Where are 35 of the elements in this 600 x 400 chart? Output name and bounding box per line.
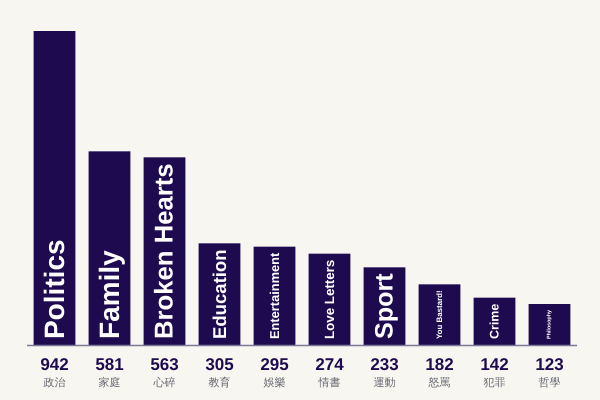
data-label: 563: [150, 355, 179, 374]
data-label: 942: [40, 355, 69, 374]
text: 教育: [208, 376, 230, 389]
text: 家庭: [98, 376, 120, 389]
data-label: 274: [315, 355, 344, 374]
x-tick-label: Sport: [370, 272, 398, 339]
bar: [88, 151, 130, 345]
data-label: 581: [95, 355, 124, 374]
bar: [34, 31, 76, 345]
text: 娛樂: [264, 376, 286, 389]
text: 心碎: [152, 376, 176, 389]
x-tick-label: Politics: [39, 239, 70, 339]
x-tick-label: Crime: [488, 304, 502, 339]
data-label: 305: [205, 355, 234, 374]
text: 怒罵: [428, 376, 450, 389]
x-tick-label: Entertainment: [267, 252, 282, 339]
text: 哲學: [538, 376, 560, 389]
data-label: 142: [480, 355, 509, 374]
text: 犯罪: [484, 376, 506, 389]
data-label: 182: [425, 355, 454, 374]
bar: [474, 298, 516, 345]
text: 政治: [44, 376, 66, 389]
bar: [254, 246, 296, 345]
bar: [418, 284, 460, 345]
text: 運動: [374, 376, 396, 389]
text: 情書: [318, 376, 340, 389]
data-label: 233: [370, 355, 399, 374]
x-tick-label: Love Letters: [322, 260, 337, 339]
data-label: 123: [535, 355, 564, 374]
data-label: 295: [260, 355, 289, 374]
bar: [308, 254, 350, 345]
bar: [528, 304, 570, 345]
x-tick-label: Broken Hearts: [150, 163, 178, 339]
x-tick-label: Family: [94, 250, 125, 339]
x-tick-label: Education: [209, 249, 230, 339]
